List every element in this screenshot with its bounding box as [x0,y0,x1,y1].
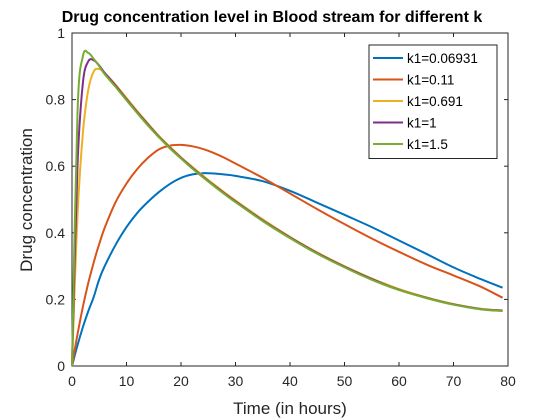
x-axis-label: Time (in hours) [233,399,347,418]
x-tick-label: 30 [228,373,244,389]
y-tick-label: 0.6 [46,158,66,174]
series-line-2 [71,143,504,367]
series-line-1 [71,172,503,367]
y-tick-label: 0.8 [46,92,66,108]
x-tick-label: 70 [446,373,462,389]
legend-entry-label: k1=1.5 [407,137,448,152]
legend-entry-label: k1=0.11 [407,73,454,88]
series-line-5 [71,49,503,367]
y-tick-label: 1 [57,25,65,41]
legend-entry-label: k1=0.06931 [407,51,478,66]
legend: k1=0.06931 k1=0.11 k1=0.691 k1=1 k1=1.5 [368,44,498,159]
y-axis-label: Drug concentration [17,128,36,272]
x-tick-label: 60 [391,373,407,389]
chart-title: Drug concentration level in Blood stream… [62,9,483,26]
x-tick-label: 20 [173,373,189,389]
y-tick-label: 0 [57,358,65,374]
x-tick-label: 0 [68,373,76,389]
y-tick-label: 0.4 [46,225,66,241]
legend-entry-label: k1=1 [407,116,437,131]
x-tick-label: 50 [337,373,353,389]
x-tick-label: 40 [282,373,298,389]
x-tick-label: 10 [119,373,135,389]
legend-entry-label: k1=0.691 [407,94,463,109]
x-tick-label: 80 [500,373,516,389]
y-tick-label: 0.2 [46,291,66,307]
